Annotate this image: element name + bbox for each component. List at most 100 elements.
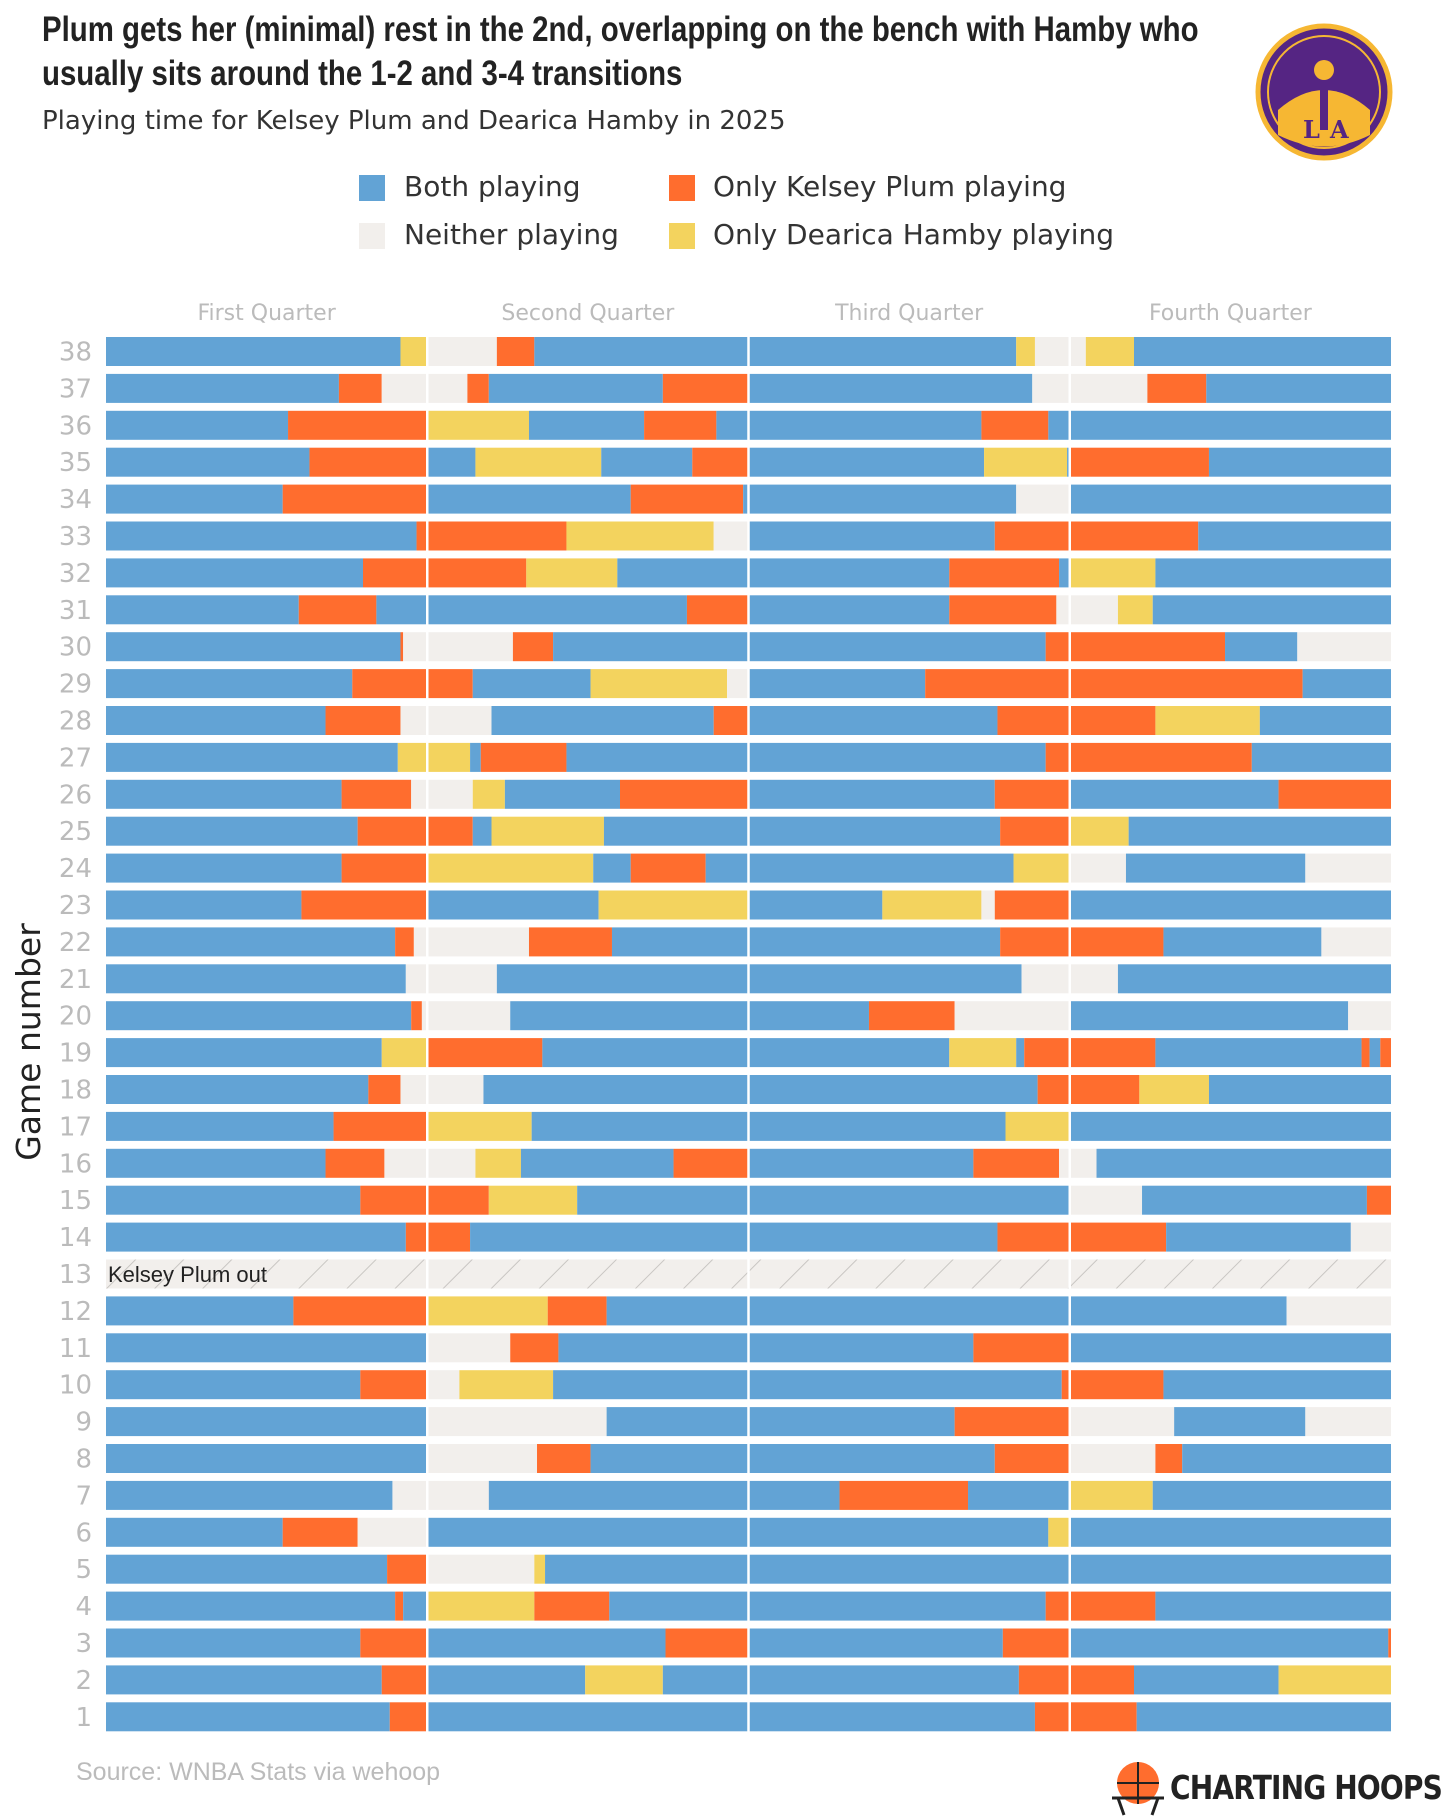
segment-plum-only	[994, 1444, 1070, 1473]
segment-both	[1208, 447, 1391, 477]
segment-plum-only	[994, 779, 1070, 809]
segment-plum-only	[333, 1111, 428, 1141]
y-axis-label: Game number	[9, 923, 48, 1161]
segment-hamby-only	[526, 558, 618, 588]
y-tick-label: 37	[59, 374, 92, 404]
segment-plum-only	[997, 706, 1156, 735]
segment-neither	[1069, 1444, 1156, 1473]
y-tick-label: 24	[59, 854, 92, 884]
segment-hamby-only	[1069, 558, 1156, 588]
segment-both	[106, 1111, 334, 1141]
segment-both	[427, 1628, 666, 1658]
y-tick-label: 5	[75, 1555, 92, 1585]
segment-neither	[1350, 1222, 1391, 1252]
segment-both	[520, 1148, 674, 1178]
segment-hamby-only	[1117, 595, 1153, 625]
segment-plum-only	[973, 1148, 1060, 1178]
segment-plum-only	[1045, 1591, 1156, 1621]
segment-both	[106, 1444, 428, 1473]
segment-both	[553, 632, 1046, 662]
segment-both	[106, 1702, 390, 1732]
segment-neither	[427, 1370, 460, 1400]
segment-both	[1125, 853, 1306, 883]
segment-plum-only	[293, 1296, 428, 1326]
segment-both	[403, 1591, 428, 1621]
legend-label-both: Both playing	[404, 170, 581, 203]
segment-both	[558, 1333, 974, 1363]
segment-plum-only	[405, 1222, 471, 1252]
segment-plum-only	[713, 706, 749, 735]
segment-hamby-only	[381, 1038, 428, 1068]
segment-both	[606, 1407, 955, 1437]
segment-both	[106, 1296, 294, 1326]
segment-both	[106, 1370, 361, 1400]
segment-both	[472, 816, 492, 846]
quarter-label: Third Quarter	[834, 301, 984, 326]
segment-plum-only	[512, 632, 554, 662]
chart-subtitle: Playing time for Kelsey Plum and Dearica…	[42, 106, 786, 136]
segment-neither	[1032, 373, 1148, 403]
legend-label-neither: Neither playing	[404, 218, 619, 251]
y-tick-label: 11	[59, 1334, 92, 1364]
segment-neither	[1059, 1148, 1097, 1178]
segment-plum-only	[994, 890, 1070, 920]
segment-both	[1208, 1075, 1391, 1104]
segment-neither	[1069, 1185, 1143, 1215]
y-tick-label: 28	[59, 707, 92, 737]
segment-plum-only	[839, 1480, 969, 1510]
segment-neither	[421, 1001, 511, 1031]
y-tick-label: 31	[59, 596, 92, 626]
segment-plum-only	[630, 484, 744, 514]
segment-both	[545, 1554, 1391, 1584]
segment-neither	[1034, 337, 1086, 366]
segment-both	[968, 1480, 1070, 1510]
segment-neither	[381, 373, 468, 403]
segment-plum-only	[467, 373, 489, 403]
segment-both	[1069, 779, 1279, 809]
segment-both	[1302, 669, 1391, 699]
y-tick-label: 26	[59, 780, 92, 810]
segment-plum-only	[1045, 632, 1226, 662]
segment-hamby-only	[984, 447, 1068, 477]
segment-plum-only	[1002, 1628, 1070, 1658]
segment-both	[1136, 1702, 1391, 1732]
segment-both	[531, 1111, 1006, 1141]
segment-neither	[427, 337, 497, 366]
segment-both	[106, 1628, 361, 1658]
segment-plum-only	[1366, 1185, 1391, 1215]
segment-plum-only	[400, 632, 404, 662]
segment-plum-only	[510, 1333, 559, 1363]
y-tick-label: 29	[59, 670, 92, 700]
segment-hamby-only	[459, 1370, 554, 1400]
segment-hamby-only	[1069, 1480, 1153, 1510]
segment-both	[1069, 1628, 1389, 1658]
segment-hamby-only	[1005, 1111, 1070, 1141]
segment-hamby-only	[1013, 853, 1070, 883]
segment-neither	[400, 706, 492, 735]
segment-plum-only	[868, 1001, 955, 1031]
y-tick-label: 6	[75, 1518, 92, 1548]
segment-plum-only	[1061, 1370, 1164, 1400]
segment-plum-only	[1018, 1665, 1134, 1695]
segment-both	[106, 1407, 428, 1437]
segment-hamby-only	[427, 1296, 548, 1326]
chart-title: Plum gets her (minimal) rest in the 2nd,…	[42, 10, 1199, 93]
segment-plum-only	[1155, 1444, 1183, 1473]
y-tick-label: 33	[59, 522, 92, 552]
segment-plum-only	[288, 410, 428, 440]
segment-both	[590, 1444, 995, 1473]
segment-neither	[1069, 853, 1126, 883]
y-tick-label: 27	[59, 743, 92, 773]
segment-both	[106, 1665, 382, 1695]
segment-neither	[1321, 927, 1391, 957]
segment-both	[106, 632, 401, 662]
segment-plum-only	[954, 1407, 1070, 1437]
segment-both	[504, 779, 620, 809]
segment-plum-only	[381, 1665, 428, 1695]
segment-plum-only	[480, 742, 567, 772]
segment-both	[472, 669, 591, 699]
segment-both	[542, 1038, 950, 1068]
segment-both	[106, 373, 339, 403]
segment-both	[748, 1148, 974, 1178]
